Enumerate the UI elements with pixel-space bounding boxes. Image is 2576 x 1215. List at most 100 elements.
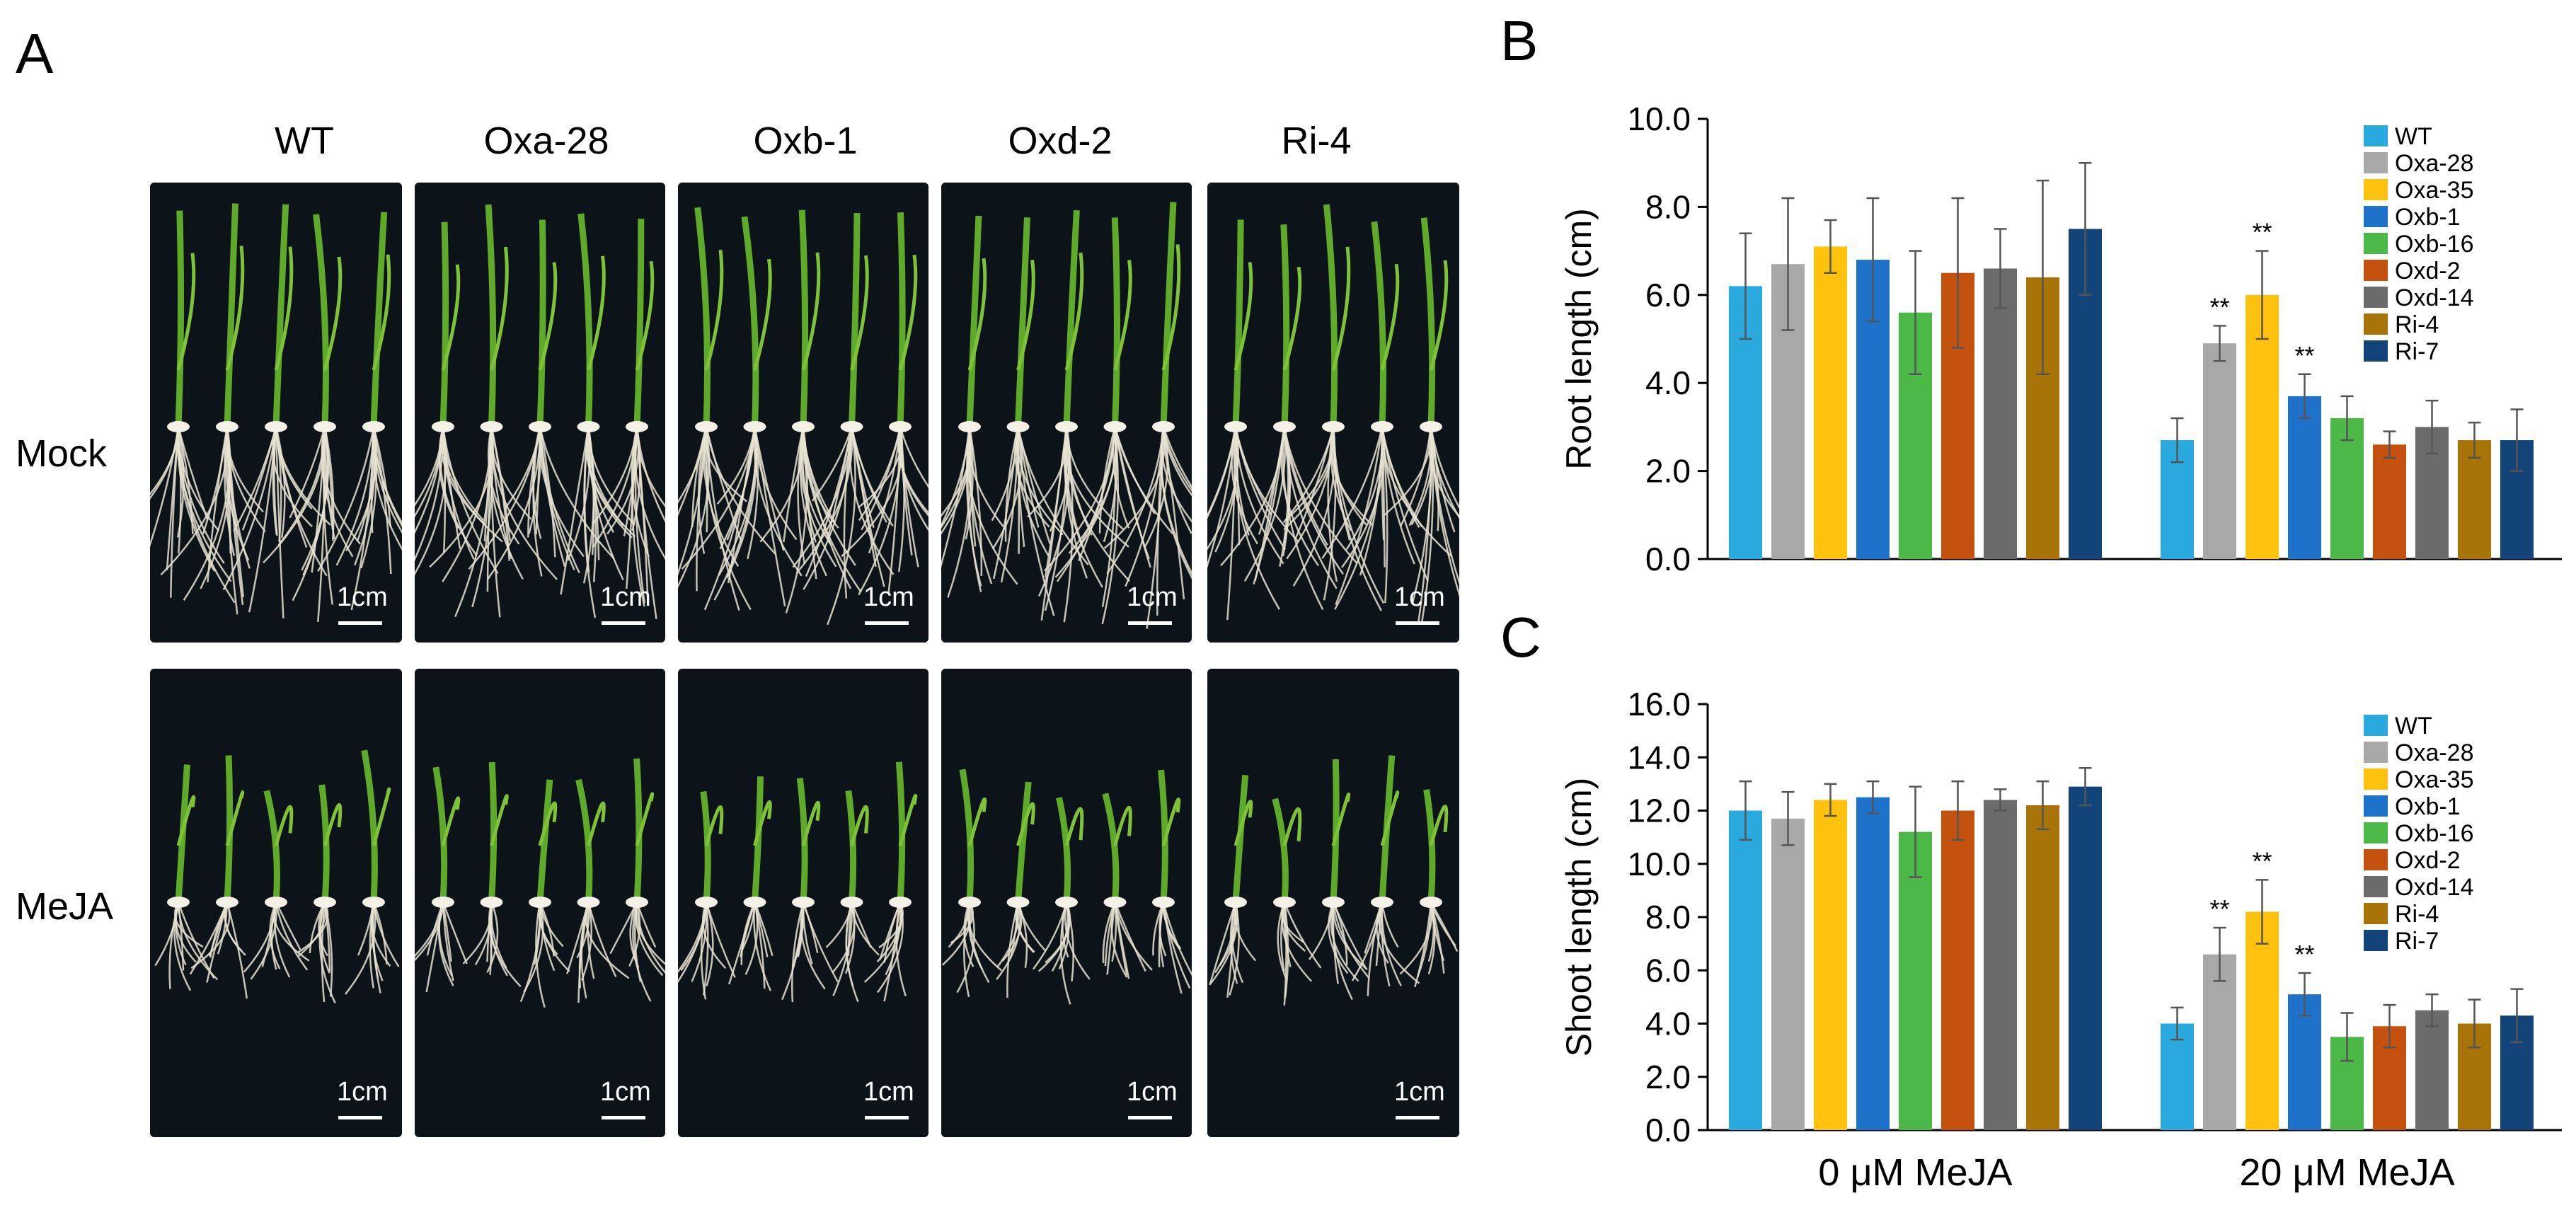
- seedling-illustration: [1207, 204, 1459, 625]
- seedling-illustration: [150, 203, 402, 622]
- bar: [1814, 800, 1847, 1130]
- legend-entry: Ri-7: [2395, 338, 2439, 365]
- legend-swatch: [2364, 179, 2388, 200]
- scale-bar: [865, 1116, 909, 1119]
- legend-entry: Oxb-16: [2395, 820, 2474, 847]
- y-tick-label: 2.0: [1645, 453, 1691, 490]
- scale-bar: [338, 1116, 382, 1119]
- legend-entry: Oxb-1: [2395, 793, 2461, 820]
- legend-swatch: [2364, 260, 2388, 281]
- scale-bar-label: 1cm: [337, 1077, 388, 1107]
- row-label-meja: MeJA: [16, 885, 114, 928]
- seedling-illustration: [678, 207, 928, 626]
- scale-bar: [1396, 1116, 1439, 1119]
- legend-entry: Ri-7: [2395, 928, 2439, 955]
- seedling-illustration: [415, 204, 665, 619]
- seedling-illustration: [941, 202, 1192, 629]
- x-category-label: 0 μM MeJA: [1818, 580, 2012, 587]
- significance-label: **: [2209, 292, 2229, 321]
- legend-entry: Oxb-1: [2395, 204, 2461, 231]
- column-label-oxb-1: Oxb-1: [753, 120, 858, 162]
- significance-label: **: [2294, 341, 2314, 370]
- seedling-photo-meja-oxa-28: 1cm: [415, 669, 665, 1137]
- y-tick-label: 6.0: [1645, 277, 1691, 313]
- column-label-ri-4: Ri-4: [1281, 120, 1352, 162]
- bar: [2026, 805, 2059, 1130]
- seedling-photo-meja-ri-4: 1cm: [1207, 669, 1459, 1137]
- x-category-label: 20 μM MeJA: [2239, 1151, 2454, 1194]
- legend-entry: Oxb-16: [2395, 231, 2474, 258]
- seedling-photo-mock-oxd-2: 1cm: [941, 183, 1192, 643]
- seedling-illustration: [154, 749, 400, 1004]
- bar: [2330, 418, 2364, 559]
- seedling-photo-mock-wt: 1cm: [150, 183, 402, 643]
- legend-swatch: [2364, 876, 2388, 897]
- legend-entry: WT: [2395, 123, 2432, 150]
- seedling-illustration: [941, 768, 1192, 1005]
- scale-bar-label: 1cm: [600, 1077, 651, 1107]
- legend-swatch: [2364, 930, 2388, 951]
- column-label-oxa-28: Oxa-28: [483, 120, 609, 162]
- y-tick-label: 8.0: [1645, 899, 1691, 935]
- legend-entry: Oxd-2: [2395, 258, 2461, 284]
- column-label-wt: WT: [275, 120, 334, 162]
- seedling-illustration: [678, 761, 918, 1003]
- y-tick-label: 10.0: [1627, 846, 1691, 882]
- legend-swatch: [2364, 152, 2388, 173]
- legend-swatch: [2364, 768, 2388, 790]
- scale-bar-label: 1cm: [1394, 1077, 1445, 1107]
- legend-entry: Oxa-28: [2395, 150, 2474, 177]
- bar: [1941, 810, 1974, 1130]
- panel-label-c: C: [1500, 606, 1541, 669]
- x-category-label: 20 μM MeJA: [2239, 580, 2454, 587]
- legend-swatch: [2364, 849, 2388, 870]
- legend-entry: Oxd-2: [2395, 847, 2461, 874]
- panel-label-a: A: [16, 22, 54, 85]
- legend-entry: WT: [2395, 713, 2432, 739]
- seedling-photo-mock-oxa-28: 1cm: [415, 183, 665, 643]
- bar: [2203, 954, 2236, 1130]
- legend-swatch: [2364, 287, 2388, 308]
- y-tick-label: 8.0: [1645, 188, 1691, 225]
- y-tick-label: 10.0: [1627, 100, 1691, 137]
- y-axis-label: Root length (cm): [1559, 208, 1599, 470]
- bar: [1771, 818, 1805, 1130]
- significance-label: **: [2252, 846, 2272, 875]
- seedling-photo-meja-oxd-2: 1cm: [941, 669, 1192, 1137]
- seedling-photo-mock-oxb-1: 1cm: [678, 183, 928, 643]
- legend-entry: Oxd-14: [2395, 284, 2474, 311]
- bar: [2415, 1010, 2449, 1130]
- seedling-photo-mock-ri-4: 1cm: [1207, 183, 1459, 643]
- bar: [2458, 440, 2491, 559]
- row-label-mock: Mock: [16, 432, 108, 475]
- scale-bar-label: 1cm: [1127, 582, 1178, 612]
- x-category-label: 0 μM MeJA: [1818, 1151, 2012, 1194]
- legend-swatch: [2364, 125, 2388, 146]
- bar: [2246, 911, 2279, 1130]
- legend-entry: Oxd-14: [2395, 874, 2474, 901]
- y-tick-label: 6.0: [1645, 952, 1691, 989]
- bar: [2069, 786, 2102, 1130]
- scale-bar: [865, 621, 909, 625]
- legend-swatch: [2364, 233, 2388, 254]
- y-tick-label: 4.0: [1645, 364, 1691, 401]
- legend-swatch: [2364, 903, 2388, 924]
- bar: [1729, 810, 1762, 1130]
- legend-swatch: [2364, 795, 2388, 817]
- seedling-illustration: [1209, 755, 1459, 1006]
- bar: [2373, 444, 2406, 559]
- significance-label: **: [2294, 940, 2314, 969]
- legend-entry: Oxa-35: [2395, 177, 2474, 204]
- scale-bar: [602, 621, 645, 625]
- legend-swatch: [2364, 340, 2388, 362]
- bar: [2288, 994, 2321, 1130]
- y-tick-label: 14.0: [1627, 739, 1691, 776]
- legend-entry: Oxa-35: [2395, 766, 2474, 793]
- scale-bar-label: 1cm: [337, 582, 388, 612]
- y-tick-label: 16.0: [1627, 686, 1691, 722]
- y-tick-label: 0.0: [1645, 1112, 1691, 1148]
- panel-label-b: B: [1500, 9, 1539, 72]
- legend-swatch: [2364, 742, 2388, 763]
- scale-bar: [1128, 621, 1172, 625]
- legend-swatch: [2364, 822, 2388, 843]
